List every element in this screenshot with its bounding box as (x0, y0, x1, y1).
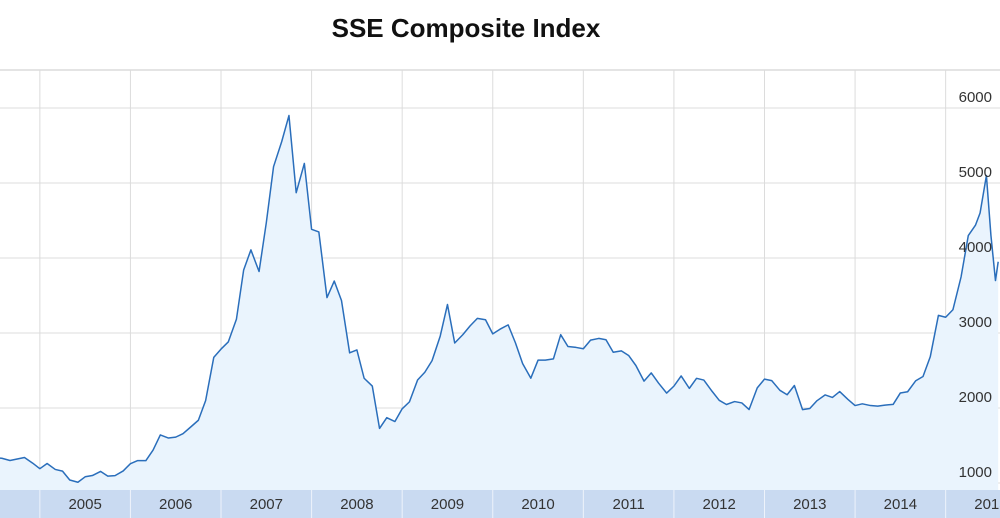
index-line (0, 114, 999, 484)
x-tick-label: 2009 (431, 496, 464, 513)
x-tick-label: 2013 (793, 496, 826, 513)
x-tick-label: 2008 (340, 496, 373, 513)
x-tick-label: 2012 (703, 496, 736, 513)
x-axis-band (0, 490, 1000, 518)
y-tick-label: 4000 (959, 239, 992, 256)
chart-title: SSE Composite Index (332, 13, 601, 43)
y-tick-label: 2000 (959, 389, 992, 406)
x-tick-label: 2005 (68, 496, 101, 513)
y-tick-label: 3000 (959, 314, 992, 331)
x-tick-label: 2007 (250, 496, 283, 513)
x-tick-label: 2014 (884, 496, 917, 513)
area-fill (0, 115, 999, 490)
plot-area (0, 70, 1000, 490)
x-tick-label: 2006 (159, 496, 192, 513)
x-tick-label: 2011 (612, 496, 644, 513)
y-tick-label: 5000 (959, 164, 992, 181)
x-tick-label: 2015 (974, 496, 1000, 513)
y-tick-label: 1000 (959, 464, 992, 481)
y-tick-label: 6000 (959, 89, 992, 106)
x-tick-label: 2010 (521, 496, 554, 513)
